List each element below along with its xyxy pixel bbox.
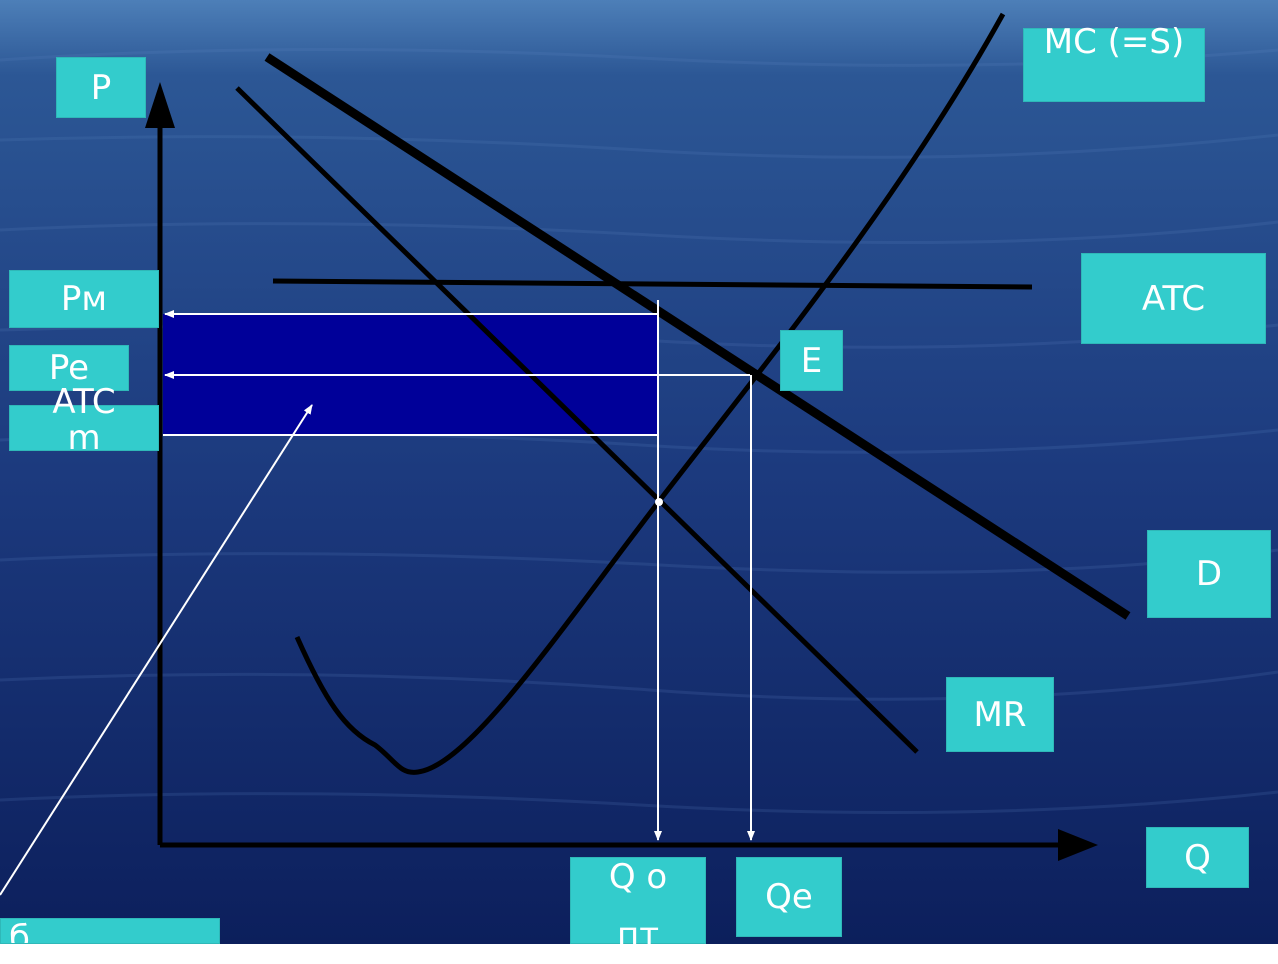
d-label: D <box>1147 530 1271 618</box>
marginal-revenue-curve <box>235 86 919 754</box>
qe-label-text: Qe <box>765 877 813 917</box>
p-axis-label: P <box>56 57 146 118</box>
q-axis-label-text: Q <box>1184 837 1211 878</box>
atc-label: ATC <box>1081 253 1266 344</box>
qe-label: Qe <box>736 857 842 937</box>
profit-label-text: б <box>9 918 30 944</box>
p-axis-label-text: P <box>90 67 112 108</box>
profit-pointer-line <box>0 404 313 896</box>
e-label: E <box>780 330 843 391</box>
atcm-label-text: ATCm <box>52 382 116 458</box>
atcm-label: ATCm <box>9 384 159 456</box>
demand-curve <box>264 53 1131 620</box>
ocean-background <box>0 0 1278 944</box>
pm-label: Pм <box>9 270 159 328</box>
mr-label: MR <box>946 677 1054 752</box>
e-label-text: E <box>800 340 823 381</box>
atc-label-text: ATC <box>1141 278 1206 319</box>
d-label-text: D <box>1195 554 1223 594</box>
q-axis-label: Q <box>1146 827 1249 888</box>
atc-curve <box>272 278 1033 290</box>
q-opt-label: Q опт <box>570 857 706 955</box>
q-axis-arrow <box>1058 829 1098 861</box>
p-axis-arrow <box>145 82 175 128</box>
mr-label-text: MR <box>973 694 1027 735</box>
q-opt-label-text: Q опт <box>608 857 668 955</box>
pe-label: Pe <box>9 345 129 391</box>
mc-label: MC (=S) <box>1023 23 1205 102</box>
mc-label-text: MC (=S) <box>1043 22 1185 62</box>
pe-label-text: Pe <box>48 348 90 388</box>
monopoly-diagram <box>0 12 1131 896</box>
profit-label: б <box>0 918 220 944</box>
mc-mr-intersection-point <box>655 498 663 506</box>
pm-label-text: Pм <box>60 279 108 319</box>
marginal-cost-curve <box>294 12 1006 775</box>
